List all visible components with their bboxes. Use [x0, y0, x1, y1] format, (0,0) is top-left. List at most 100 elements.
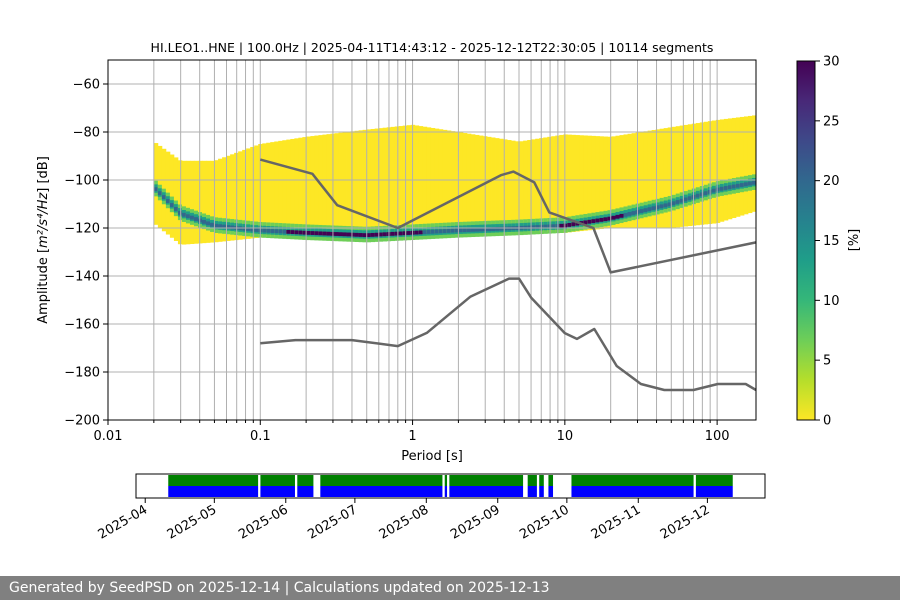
heatmap-cell-peak: [165, 199, 171, 203]
heatmap-cell-low: [683, 124, 689, 227]
heatmap-cell-peak: [161, 195, 167, 200]
heatmap-cell-peak: [651, 206, 657, 211]
coverage-bar: [168, 475, 733, 497]
heatmap-cell-low: [202, 160, 207, 244]
heatmap-cell-peak: [426, 230, 432, 234]
heatmap-cell-low: [398, 126, 404, 233]
heatmap-cell-low: [607, 136, 612, 229]
heatmap-cell-peak: [222, 224, 227, 229]
heatmap-cell-peak: [390, 231, 396, 236]
heatmap-cell-peak: [189, 215, 195, 220]
heatmap-cell-peak: [398, 231, 404, 236]
heatmap-cell-low: [238, 151, 243, 240]
heatmap-cell-low: [747, 115, 753, 214]
heatmap-cell-peak: [603, 217, 608, 222]
heatmap-cell-low: [173, 157, 179, 241]
coverage-segment-top: [320, 475, 443, 486]
heatmap-cell-low: [274, 141, 279, 237]
heatmap-cell-low: [226, 155, 231, 241]
heatmap-cell-low: [503, 139, 508, 231]
heatmap-cell-low: [719, 119, 725, 222]
heatmap-cell-low: [358, 130, 363, 234]
heatmap-cell-peak: [169, 203, 175, 207]
noise-models: [259, 158, 757, 392]
heatmap-cell-peak: [458, 228, 464, 233]
heatmap-cell-low: [342, 132, 347, 234]
heatmap-cell-low: [250, 146, 255, 239]
coverage-segment-top: [168, 475, 259, 486]
heatmap-cell-low: [326, 134, 331, 235]
heatmap-cell-peak: [499, 226, 504, 231]
heatmap-cell-low: [282, 140, 287, 237]
heatmap-cell-peak: [527, 225, 532, 230]
heatmap-cell-low: [302, 137, 307, 236]
heatmap-cell-low: [479, 135, 484, 232]
grid-lines: [107, 60, 756, 421]
coverage-tick-label: 2025-09: [448, 502, 503, 542]
y-tick-label: −200: [64, 414, 100, 429]
heatmap-cell-low: [246, 148, 251, 239]
heatmap-cell-low: [370, 128, 376, 233]
nhnm-line: [259, 158, 757, 274]
footer-text: Generated by SeedPSD on 2025-12-14 | Cal…: [9, 580, 550, 596]
heatmap-cell-peak: [342, 232, 347, 237]
heatmap-cell-low: [414, 125, 420, 233]
heatmap-cell-low: [679, 125, 685, 227]
heatmap-cell-low: [446, 130, 452, 233]
heatmap-cell-peak: [346, 232, 351, 237]
heatmap-cell-low: [715, 119, 721, 223]
heatmap-cell-peak: [599, 217, 604, 222]
heatmap-cell-low: [511, 140, 516, 231]
heatmap-cell-low: [491, 137, 496, 232]
heatmap-cell-peak: [306, 230, 311, 235]
coverage-segment-top: [444, 475, 448, 486]
heatmap-cell-low: [587, 135, 592, 231]
heatmap-cell-low: [547, 136, 552, 232]
heatmap-cell-peak: [250, 227, 255, 232]
heatmap-cell-peak: [591, 219, 596, 224]
heatmap-cell-low: [487, 136, 492, 232]
heatmap-cell-peak: [567, 222, 572, 227]
heatmap-cell-peak: [474, 227, 480, 232]
coverage-segment-top: [571, 475, 694, 486]
colorbar-tick-label: 20: [823, 174, 840, 189]
heatmap-cell-low: [519, 141, 524, 231]
footer-bar: Generated by SeedPSD on 2025-12-14 | Cal…: [0, 576, 900, 600]
x-tick-label: 100: [705, 429, 730, 444]
heatmap-cell-peak: [430, 229, 436, 234]
heatmap-cell-low: [185, 160, 191, 245]
heatmap-cell-peak: [663, 203, 669, 208]
heatmap-cell-low: [350, 131, 355, 234]
heatmap-cell-low: [242, 149, 247, 240]
y-tick-label: −60: [73, 78, 100, 93]
heatmap-cell-peak: [607, 216, 612, 221]
heatmap-cell-peak: [406, 231, 412, 235]
heatmap-cell-low: [559, 134, 564, 233]
heatmap-cell-peak: [294, 230, 299, 235]
heatmap-cell-low: [523, 140, 528, 231]
heatmap-cell-peak: [334, 232, 339, 236]
coverage-segment-top: [449, 475, 524, 486]
heatmap-cell-low: [575, 135, 580, 232]
heatmap-cell-peak: [611, 215, 616, 220]
heatmap-cell-peak: [206, 221, 211, 226]
heatmap-cell-low: [591, 135, 596, 230]
heatmap-cell-low: [474, 134, 480, 233]
x-tick-label: 0.01: [94, 429, 123, 444]
heatmap-cell-peak: [450, 228, 456, 233]
heatmap-cell-peak: [695, 193, 701, 198]
heatmap-cell-peak: [466, 228, 472, 232]
heatmap-cell-low: [354, 130, 359, 234]
heatmap-cell-low: [495, 138, 500, 232]
heatmap-cell-low: [254, 145, 259, 239]
heatmap-cell-peak: [543, 224, 548, 229]
coverage-tick-label: 2025-07: [305, 502, 360, 542]
colorbar-tick-label: 10: [823, 294, 840, 309]
heatmap-cell-peak: [246, 227, 251, 232]
heatmap-cell-low: [567, 134, 572, 233]
y-tick-label: −180: [64, 366, 100, 381]
heatmap-cell-peak: [454, 228, 460, 233]
heatmap-cell-peak: [210, 222, 215, 227]
heatmap-cell-low: [262, 143, 267, 238]
nlnm-line: [260, 277, 757, 392]
